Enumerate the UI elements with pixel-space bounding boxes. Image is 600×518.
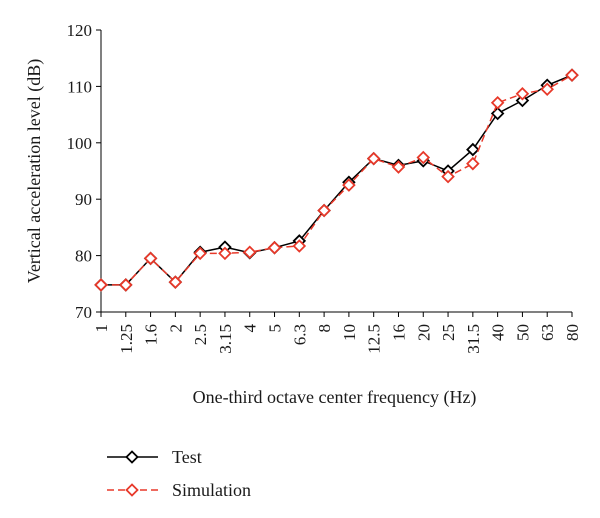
x-axis-title: One-third octave center frequency (Hz)	[193, 387, 477, 408]
x-tick-label: 1.25	[117, 324, 136, 354]
data-point	[466, 142, 480, 157]
x-tick-label: 25	[439, 324, 458, 341]
legend-item: Simulation	[107, 480, 251, 500]
data-point	[565, 68, 579, 82]
data-point	[540, 82, 554, 96]
y-tick-label: 110	[67, 77, 92, 96]
x-tick-label: 2	[166, 324, 185, 333]
x-tick-label: 31.5	[464, 324, 483, 354]
x-tick-label: 3.15	[216, 324, 235, 354]
tick-labels: 70 80 90 100 110 120 1 1.25 1.6 2 2.5 3.15 4 5 6.3 8 10 1…	[67, 21, 583, 354]
legend-marker	[125, 483, 139, 497]
data-point	[490, 95, 505, 110]
x-tick-label: 4	[241, 324, 260, 333]
data-point	[441, 169, 455, 184]
data-point	[342, 178, 356, 192]
x-tick-label: 8	[315, 324, 334, 333]
data-point	[143, 251, 158, 266]
legend: Test Simulation	[107, 447, 251, 500]
x-tick-label: 6.3	[290, 324, 309, 345]
x-tick-label: 63	[538, 324, 557, 341]
series-line	[101, 74, 573, 286]
y-tick-label: 120	[67, 21, 93, 40]
data-point	[515, 86, 530, 101]
chart-axes	[96, 29, 573, 317]
x-tick-label: 1	[92, 324, 111, 333]
legend-item: Test	[107, 447, 202, 467]
data-point	[242, 245, 257, 259]
x-tick-label: 5	[266, 324, 285, 333]
data-point	[416, 150, 431, 165]
data-point	[168, 275, 183, 289]
data-point	[94, 278, 108, 292]
data-point	[317, 203, 331, 218]
x-tick-label: 16	[389, 324, 408, 341]
y-tick-label: 80	[75, 247, 92, 266]
series-line	[101, 74, 573, 286]
legend-marker	[125, 450, 139, 464]
y-tick-label: 70	[75, 303, 92, 322]
data-point	[193, 246, 207, 261]
data-point	[391, 160, 406, 174]
data-point	[466, 156, 480, 171]
x-tick-label: 40	[489, 324, 508, 341]
x-tick-label: 20	[414, 324, 433, 341]
data-point	[218, 246, 232, 261]
data-point	[366, 151, 381, 166]
data-point	[490, 106, 505, 121]
x-tick-label: 10	[340, 324, 359, 341]
x-tick-label: 2.5	[191, 324, 210, 345]
legend-label: Simulation	[172, 480, 251, 500]
x-tick-label: 12.5	[365, 324, 384, 354]
series-simulation	[94, 68, 579, 292]
y-axis-title: Vertical acceleration level (dB)	[24, 59, 45, 283]
x-tick-label: 50	[513, 324, 532, 341]
data-point	[119, 278, 133, 292]
legend-label: Test	[172, 447, 202, 467]
data-point	[292, 239, 307, 253]
x-tick-label: 80	[563, 324, 582, 341]
data-point	[267, 240, 282, 255]
y-tick-label: 100	[67, 134, 93, 153]
x-tick-label: 1.6	[142, 324, 161, 345]
series-layer	[94, 68, 579, 292]
series-test	[94, 68, 579, 292]
y-tick-label: 90	[75, 190, 92, 209]
